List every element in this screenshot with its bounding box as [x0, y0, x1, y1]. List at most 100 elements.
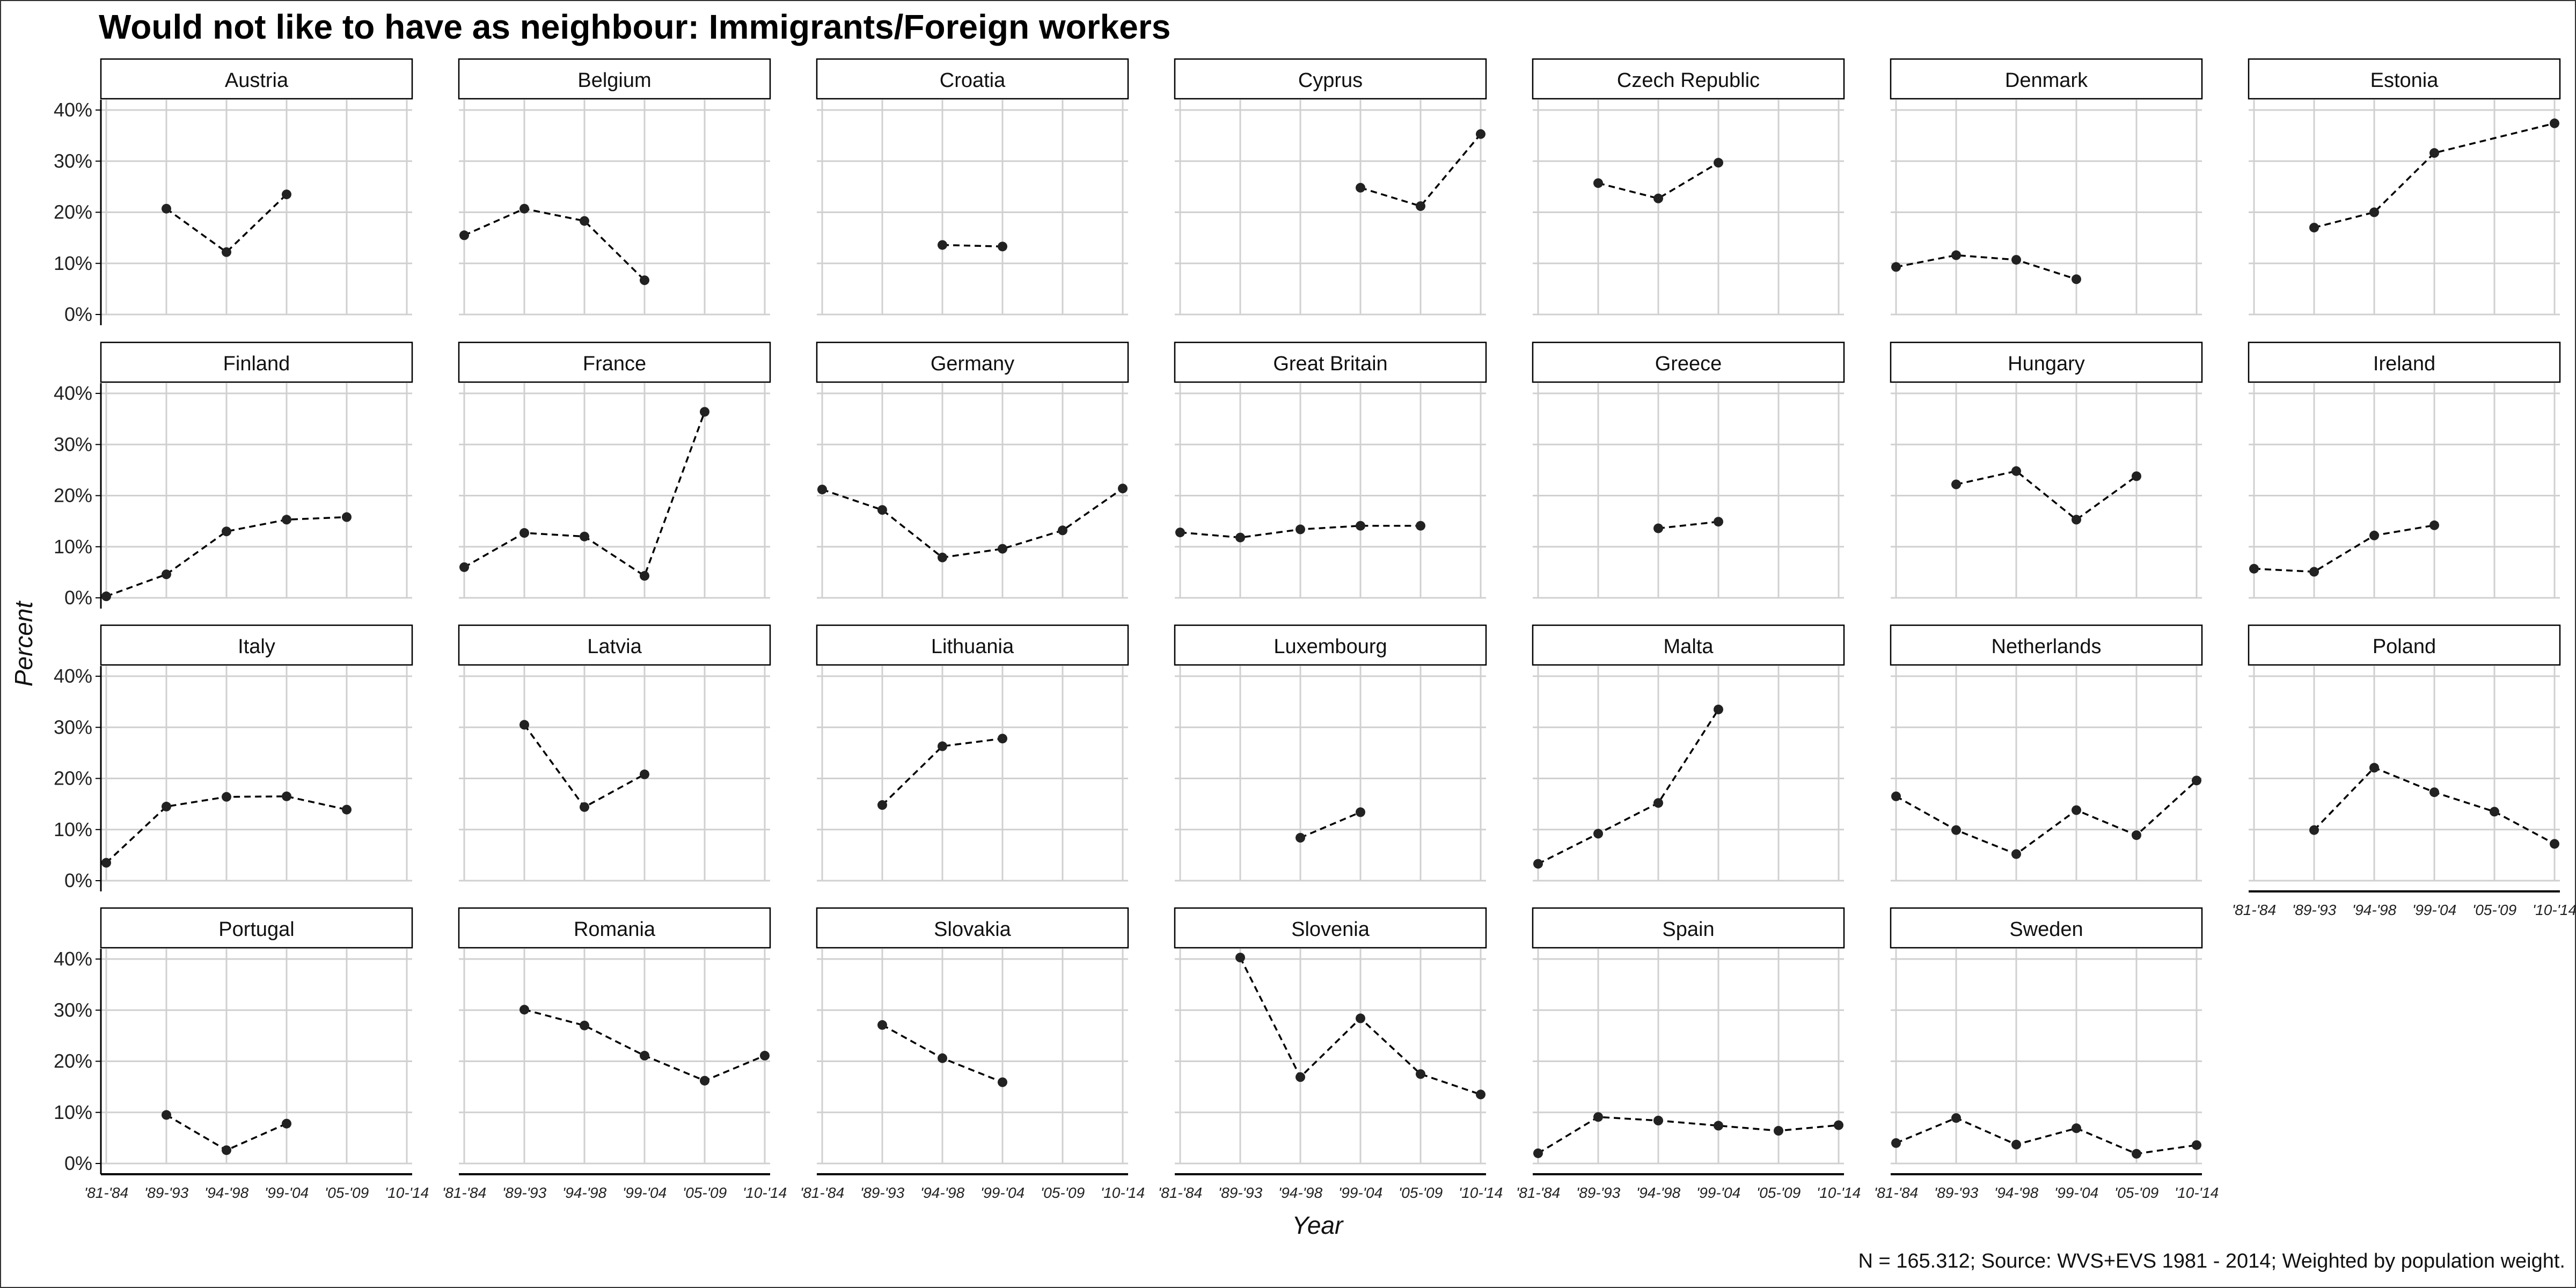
- panel-strip: [2248, 624, 2561, 666]
- data-point: [998, 544, 1007, 554]
- panel-title: Austria: [225, 69, 289, 92]
- y-tick-label: 20%: [54, 1050, 92, 1072]
- y-axis-title: Percent: [10, 601, 38, 687]
- panel: Portugal 0% 10% 20% 30% 40% '81-'84 '89-'93 '94-…: [54, 907, 429, 1201]
- data-point: [877, 800, 887, 810]
- x-tick-label: '99-'04: [1696, 1184, 1740, 1201]
- data-point: [2011, 255, 2021, 265]
- plot-area: 0% 10% 20% 30% 40%: [54, 382, 412, 609]
- x-tick-label: '05-'09: [2114, 1184, 2158, 1201]
- x-tick-label: '99-'04: [1338, 1184, 1382, 1201]
- y-tick-label: 40%: [54, 948, 92, 970]
- panel: Croatia: [816, 58, 1129, 316]
- y-tick-label: 20%: [54, 485, 92, 507]
- series-line: [464, 208, 646, 281]
- chart-title: Would not like to have as neighbour: Imm…: [99, 8, 1170, 46]
- x-tick-label: '99-'04: [2412, 902, 2456, 918]
- data-point: [1714, 704, 1723, 714]
- data-point: [1476, 1089, 1485, 1100]
- x-tick-label: '81-'84: [1874, 1184, 1918, 1201]
- x-tick-label: '89-'93: [860, 1184, 905, 1201]
- data-point: [1653, 193, 1663, 203]
- panel-strip: [1532, 907, 1845, 949]
- panel: Great Britain: [1174, 341, 1487, 599]
- data-point: [700, 407, 709, 417]
- data-point: [1476, 129, 1485, 139]
- data-point: [2550, 839, 2559, 849]
- panel-title: Romania: [574, 918, 656, 941]
- y-tick-label: 30%: [54, 999, 92, 1021]
- panel: Malta: [1532, 624, 1845, 882]
- y-tick-label: 40%: [54, 99, 92, 121]
- data-point: [1533, 1148, 1543, 1158]
- data-point: [1235, 953, 1245, 963]
- data-point: [1951, 250, 1961, 260]
- panel-strip: [1890, 907, 2203, 949]
- data-point: [101, 858, 111, 868]
- x-tick-label: '89-'93: [2292, 902, 2337, 918]
- series-line: [1300, 811, 1361, 839]
- panel: Austria 0% 10% 20% 30% 40%: [54, 58, 413, 325]
- plot-area: '81-'84 '89-'93 '94-'98 '99-'04 '05-'09 '10-'…: [800, 949, 1145, 1201]
- data-point: [2132, 830, 2141, 840]
- x-tick-label: '81-'84: [1516, 1184, 1560, 1201]
- y-tick-label: 40%: [54, 665, 92, 687]
- data-point: [2011, 466, 2021, 476]
- data-point: [1533, 859, 1543, 869]
- plot-area: [817, 666, 1128, 882]
- data-point: [938, 240, 947, 250]
- x-tick-label: '99-'04: [265, 1184, 309, 1201]
- panel-title: Estonia: [2370, 69, 2439, 92]
- data-point: [162, 569, 171, 580]
- panel-title: Lithuania: [931, 635, 1014, 658]
- data-point: [459, 562, 469, 572]
- panel-title: Denmark: [2005, 69, 2088, 92]
- panel-strip: [1532, 58, 1845, 100]
- x-tick-label: '10-'14: [2533, 902, 2576, 918]
- panel-title: Greece: [1655, 353, 1722, 375]
- data-point: [998, 241, 1007, 252]
- panel: Lithuania: [816, 624, 1129, 882]
- data-point: [1891, 791, 1901, 801]
- x-tick-label: '81-'84: [84, 1184, 128, 1201]
- panel-strip: [1532, 624, 1845, 666]
- x-tick-label: '05-'09: [325, 1184, 369, 1201]
- x-tick-label: '94-'98: [204, 1184, 249, 1201]
- data-point: [1058, 525, 1067, 536]
- data-point: [2011, 849, 2021, 859]
- data-point: [519, 203, 529, 214]
- x-tick-label: '89-'93: [1934, 1184, 1979, 1201]
- data-point: [2369, 530, 2379, 540]
- data-point: [2369, 207, 2379, 217]
- panel-strip: [100, 624, 413, 666]
- panel-strip: [2248, 341, 2561, 383]
- plot-area: 0% 10% 20% 30% 40%: [54, 99, 412, 325]
- data-point: [1951, 479, 1961, 489]
- panel-strip: [1890, 341, 2203, 383]
- data-point: [1951, 825, 1961, 835]
- panel: Slovenia '81-'84 '89-'93 '94-'98 '99-'04 '05-…: [1158, 907, 1503, 1201]
- panel-strip: [458, 907, 771, 949]
- panel: Germany: [816, 341, 1129, 599]
- panel-strip: [1174, 907, 1487, 949]
- panel: Slovakia '81-'84 '89-'93 '94-'98 '99-'04 '05-…: [800, 907, 1145, 1201]
- x-tick-label: '05-'09: [2472, 902, 2516, 918]
- data-point: [1653, 1116, 1663, 1125]
- data-point: [1774, 1126, 1783, 1136]
- y-tick-label: 0%: [64, 303, 92, 325]
- data-point: [2192, 775, 2201, 786]
- x-tick-label: '89-'93: [502, 1184, 547, 1201]
- plot-area: [817, 383, 1128, 599]
- y-tick-label: 30%: [54, 150, 92, 172]
- x-tick-label: '94-'98: [1636, 1184, 1681, 1201]
- panel: Netherlands: [1890, 624, 2203, 882]
- panel-strip: [816, 624, 1129, 666]
- panel: Belgium: [458, 58, 771, 316]
- x-tick-label: '94-'98: [2352, 902, 2397, 918]
- plot-area: [1533, 666, 1844, 882]
- panel-strip: [458, 341, 771, 383]
- data-point: [580, 216, 589, 226]
- panel: Czech Republic: [1532, 58, 1845, 316]
- data-point: [2429, 520, 2439, 530]
- data-point: [1356, 182, 1365, 193]
